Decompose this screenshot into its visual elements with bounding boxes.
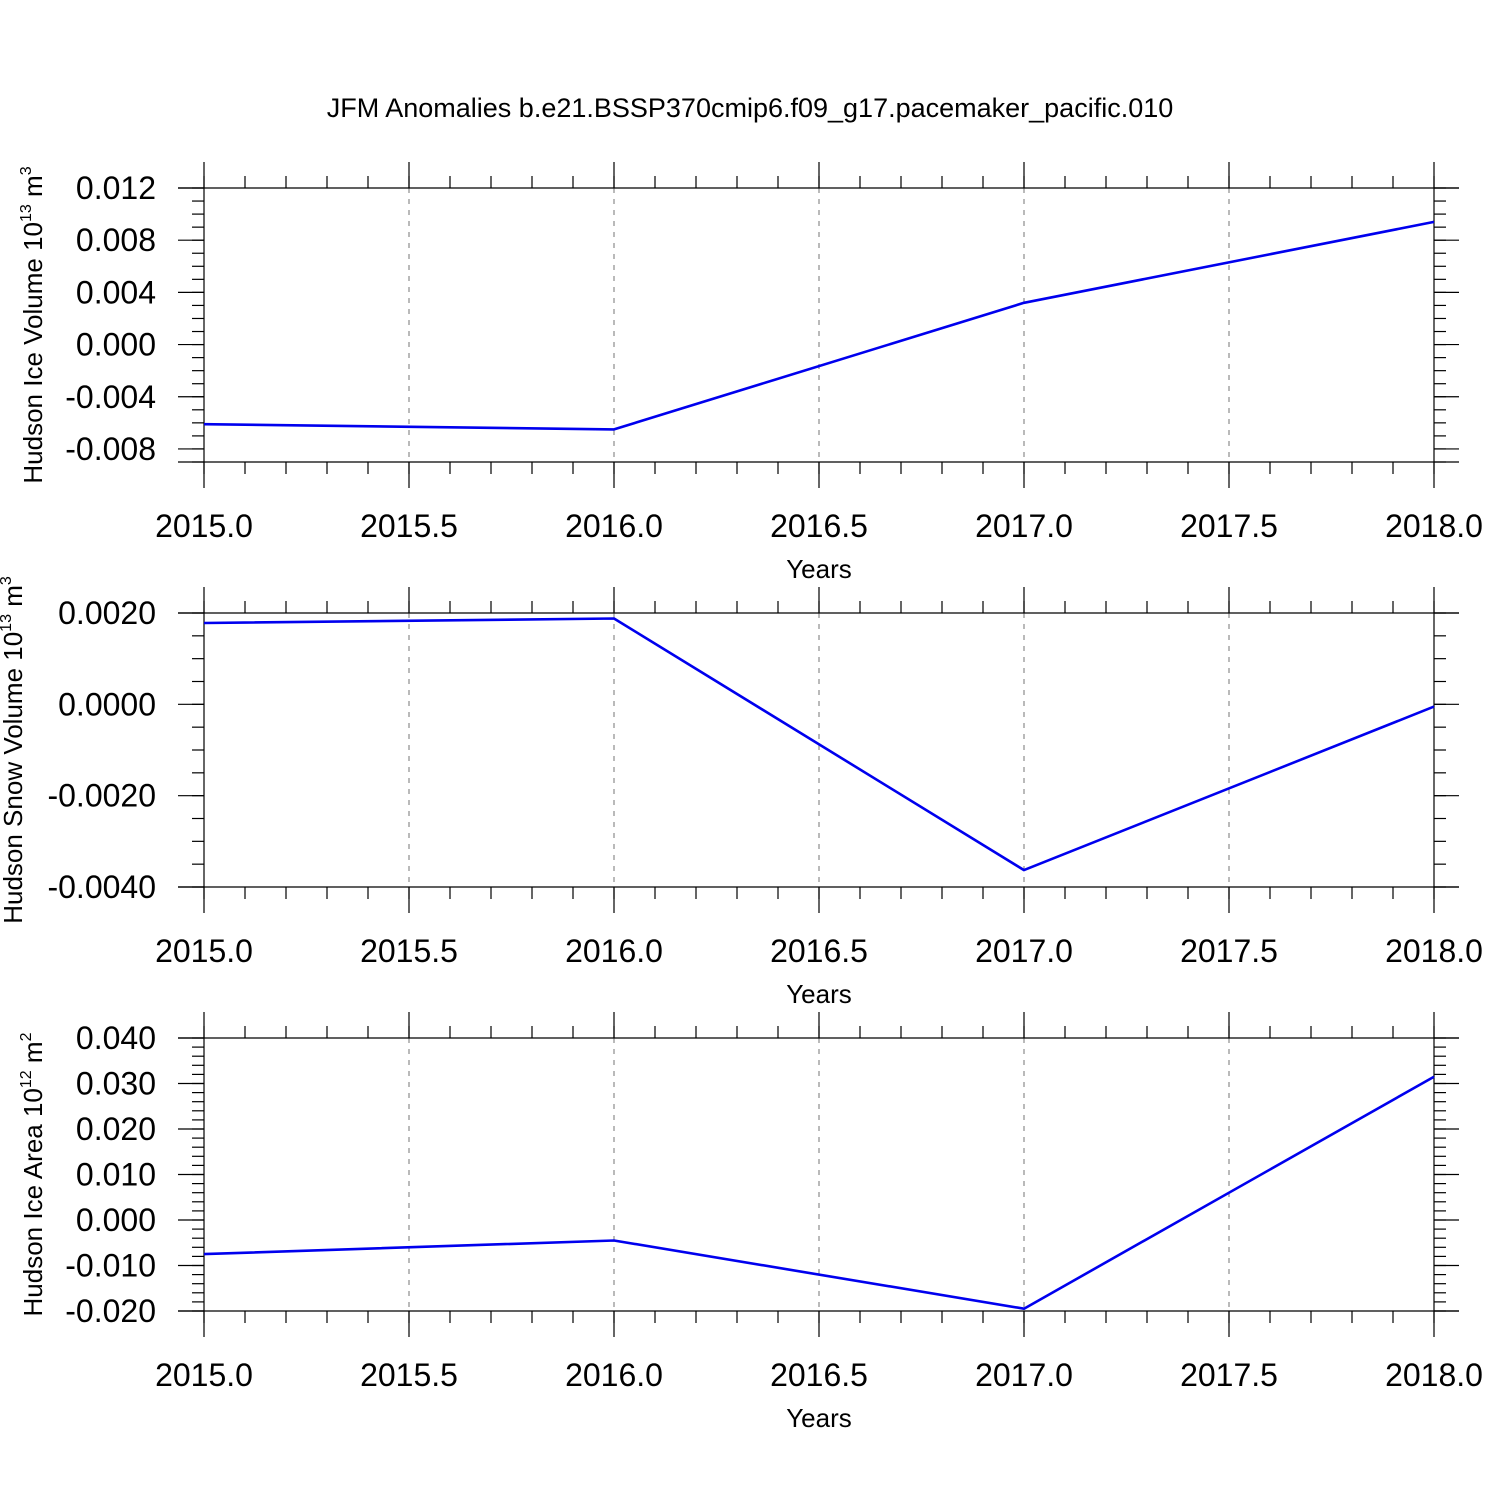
y-tick-label: 0.0000 — [58, 686, 156, 722]
y-axis-title-unit-exponent: 3 — [18, 166, 35, 175]
x-tick-label: 2015.5 — [360, 933, 458, 969]
x-tick-label: 2017.0 — [975, 1357, 1073, 1393]
y-tick-label: 0.004 — [76, 274, 156, 310]
y-tick-label: -0.0040 — [47, 869, 156, 905]
x-tick-label: 2016.5 — [770, 1357, 868, 1393]
x-axis-title: Years — [786, 1403, 852, 1433]
y-axis-title-unit-exponent: 3 — [0, 576, 15, 585]
y-tick-label: 0.040 — [76, 1020, 156, 1056]
x-tick-label: 2017.5 — [1180, 1357, 1278, 1393]
y-tick-label: 0.012 — [76, 170, 156, 206]
y-axis-title: Hudson Snow Volume 1013 m3 — [0, 576, 28, 924]
y-axis-title-unit: m — [0, 585, 28, 614]
x-tick-label: 2015.0 — [155, 1357, 253, 1393]
x-tick-label: 2017.0 — [975, 933, 1073, 969]
y-axis-title-exponent: 13 — [0, 614, 15, 632]
x-tick-label: 2017.5 — [1180, 508, 1278, 544]
x-tick-label: 2016.5 — [770, 508, 868, 544]
y-axis-title-text: Hudson Ice Volume 10 — [18, 222, 48, 484]
y-axis-title-text: Hudson Snow Volume 10 — [0, 632, 28, 924]
x-tick-label: 2015.0 — [155, 933, 253, 969]
y-tick-label: 0.008 — [76, 222, 156, 258]
data-series-line — [203, 617, 1435, 872]
x-axis-title: Years — [786, 554, 852, 584]
y-tick-label: -0.020 — [65, 1293, 156, 1329]
x-tick-label: 2018.0 — [1385, 933, 1483, 969]
y-tick-label: -0.004 — [65, 379, 156, 415]
y-axis-title-exponent: 12 — [18, 1070, 35, 1088]
y-axis-title-unit: m — [18, 175, 48, 204]
x-tick-label: 2015.5 — [360, 508, 458, 544]
y-tick-label: 0.0020 — [58, 595, 156, 631]
x-tick-label: 2015.0 — [155, 508, 253, 544]
data-series-line — [203, 1075, 1435, 1310]
x-tick-label: 2018.0 — [1385, 1357, 1483, 1393]
x-tick-label: 2016.5 — [770, 933, 868, 969]
x-tick-label: 2017.0 — [975, 508, 1073, 544]
panel-3: -0.020 -0.010 0.000 0.010 0.020 0.030 0.040 201… — [18, 1012, 1483, 1433]
panel-2: -0.0040 -0.0020 0.0000 0.0020 2015.0 2015.5 20… — [0, 576, 1483, 1009]
x-tick-label: 2016.0 — [565, 508, 663, 544]
y-axis-title-exponent: 13 — [18, 204, 35, 222]
y-tick-label: -0.0020 — [47, 778, 156, 814]
y-tick-label: -0.010 — [65, 1248, 156, 1284]
y-axis-title: Hudson Ice Volume 1013 m3 — [18, 166, 48, 483]
x-tick-label: 2018.0 — [1385, 508, 1483, 544]
y-tick-label: 0.020 — [76, 1111, 156, 1147]
chart-title: JFM Anomalies b.e21.BSSP370cmip6.f09_g17… — [327, 93, 1174, 123]
x-tick-label: 2017.5 — [1180, 933, 1278, 969]
y-tick-label: -0.008 — [65, 431, 156, 467]
panel-1: -0.008 -0.004 0.000 0.004 0.008 0.012 2015.0 20… — [18, 162, 1483, 584]
y-tick-label: 0.010 — [76, 1157, 156, 1193]
y-axis-title-text: Hudson Ice Area 10 — [18, 1088, 48, 1316]
y-axis-title-unit: m — [18, 1041, 48, 1070]
y-tick-label: 0.000 — [76, 1202, 156, 1238]
y-axis-title: Hudson Ice Area 1012 m2 — [18, 1032, 48, 1316]
x-tick-label: 2016.0 — [565, 933, 663, 969]
y-tick-label: 0.000 — [76, 327, 156, 363]
y-axis-title-unit-exponent: 2 — [18, 1032, 35, 1041]
x-tick-label: 2016.0 — [565, 1357, 663, 1393]
y-tick-label: 0.030 — [76, 1066, 156, 1102]
x-tick-label: 2015.5 — [360, 1357, 458, 1393]
data-series-line — [203, 220, 1435, 431]
x-axis-title: Years — [786, 979, 852, 1009]
